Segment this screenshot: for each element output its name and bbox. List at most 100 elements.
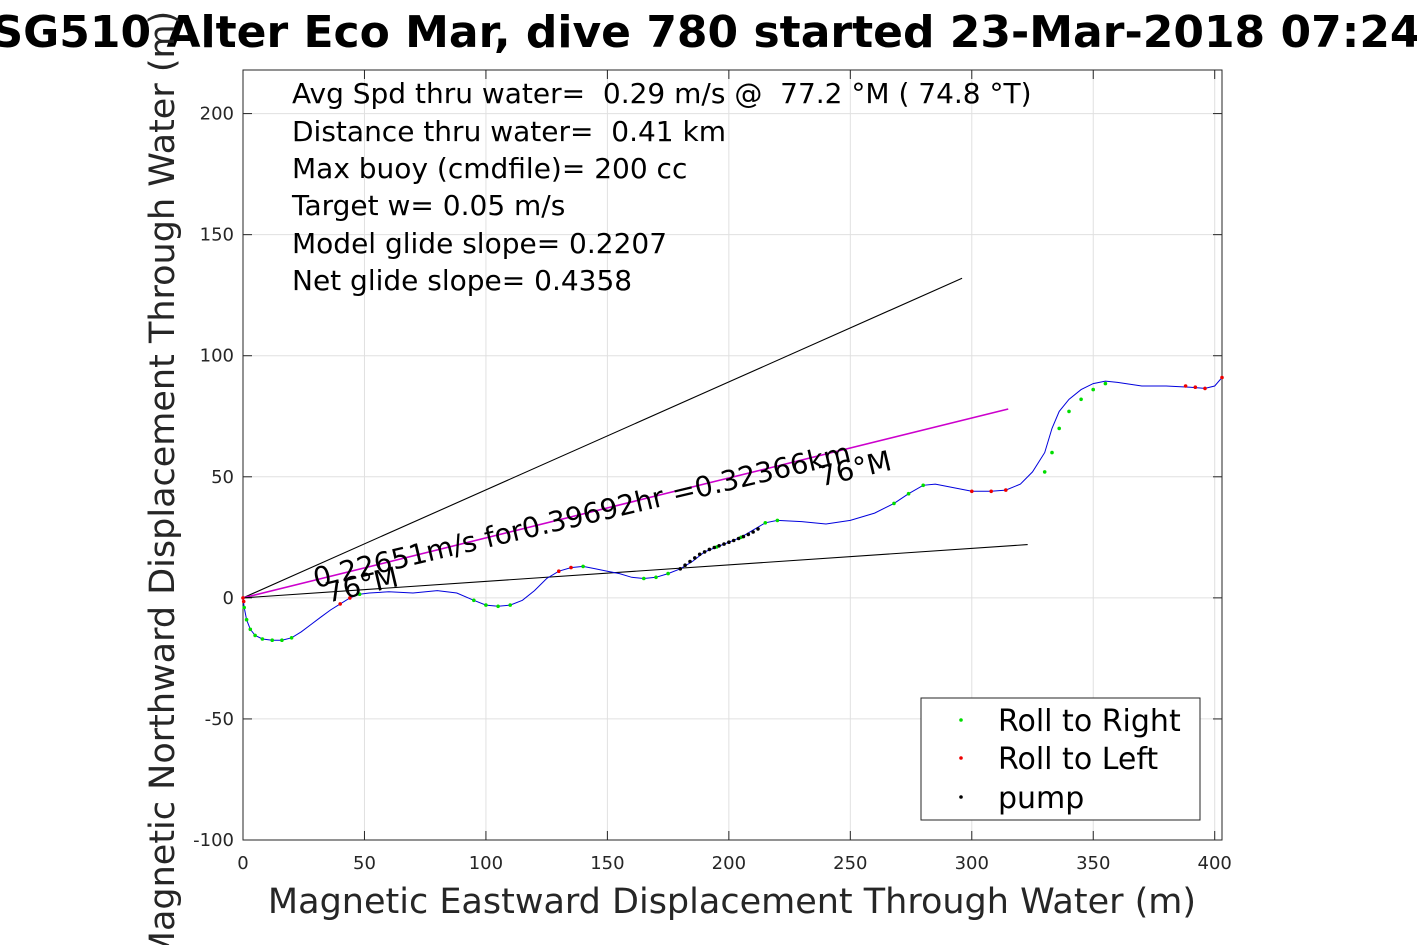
legend-marker-roll-left	[959, 756, 963, 760]
point-roll-to-left	[241, 596, 245, 600]
x-tick-label: 400	[1198, 853, 1232, 874]
point-roll-to-left	[1203, 386, 1207, 391]
point-pump	[697, 552, 702, 557]
point-roll-to-left	[1183, 384, 1188, 388]
y-tick-label: -100	[193, 830, 234, 851]
point-roll-to-right	[581, 564, 585, 569]
x-tick-label: 200	[712, 853, 746, 874]
point-roll-to-left	[1220, 375, 1224, 380]
point-roll-to-left	[989, 489, 993, 494]
reference-line-lower-bound	[242, 544, 1028, 599]
point-pump	[756, 527, 760, 531]
y-tick-label: 0	[223, 588, 234, 609]
legend-label-roll-left: Roll to Left	[998, 742, 1158, 777]
stats-block: Avg Spd thru water= 0.29 m/s @ 77.2 °M (…	[291, 77, 1032, 297]
point-roll-to-right	[1079, 397, 1083, 402]
point-roll-to-right	[260, 637, 265, 641]
data-points	[241, 375, 1224, 642]
point-roll-to-left	[1193, 385, 1198, 390]
point-roll-to-right	[892, 501, 896, 506]
point-roll-to-right	[357, 592, 362, 596]
point-roll-to-right	[1050, 450, 1054, 455]
point-roll-to-right	[666, 571, 670, 576]
stat-target-w: Target w= 0.05 m/s	[291, 189, 565, 222]
y-tick-label: -50	[205, 709, 234, 730]
point-roll-to-right	[270, 638, 275, 642]
stat-distance: Distance thru water= 0.41 km	[292, 115, 726, 148]
y-tick-label: 200	[200, 104, 234, 125]
y-tick-label: 150	[200, 225, 234, 246]
legend: Roll to Right Roll to Left pump	[920, 697, 1201, 821]
point-roll-to-right	[921, 483, 925, 488]
point-roll-to-right	[654, 575, 658, 580]
x-tick-label: 100	[469, 853, 503, 874]
point-roll-to-right	[775, 518, 780, 523]
point-pump	[746, 532, 751, 537]
point-pump	[741, 534, 746, 539]
point-roll-to-left	[569, 565, 573, 570]
x-tick-label: 150	[590, 853, 624, 874]
point-roll-to-right	[244, 617, 249, 622]
x-axis-ticks: 0 50 100 150 200 250 300 350 400	[237, 70, 1232, 874]
point-pump	[727, 540, 731, 544]
point-roll-to-right	[280, 638, 284, 642]
point-roll-to-right	[1057, 426, 1061, 431]
y-axis-label: Magnetic Northward Displacement Through …	[143, 11, 183, 945]
track-line	[242, 377, 1223, 641]
point-roll-to-left	[1004, 488, 1008, 492]
point-roll-to-right	[472, 598, 476, 603]
point-pump	[693, 556, 697, 560]
y-tick-label: 50	[211, 467, 234, 488]
point-roll-to-right	[289, 636, 294, 640]
x-axis-label: Magnetic Eastward Displacement Through W…	[268, 882, 1196, 922]
point-pump	[688, 559, 692, 564]
point-roll-to-right	[1067, 409, 1071, 414]
stat-max-buoy: Max buoy (cmdfile)= 200 cc	[292, 152, 687, 185]
reference-line-upper-bound	[242, 277, 963, 599]
legend-marker-roll-right	[959, 718, 963, 722]
point-roll-to-right	[1091, 387, 1095, 392]
point-pump	[683, 563, 687, 567]
point-pump	[736, 536, 741, 541]
point-roll-to-right	[248, 627, 253, 632]
point-pump	[712, 545, 717, 550]
point-pump	[717, 544, 721, 548]
point-roll-to-right	[496, 604, 500, 609]
point-pump	[731, 538, 736, 543]
y-axis-ticks: -100 -50 0 50 100 150 200	[193, 104, 1222, 851]
point-pump	[751, 530, 755, 534]
x-tick-label: 300	[955, 853, 989, 874]
point-roll-to-right	[1103, 381, 1108, 386]
legend-label-roll-right: Roll to Right	[998, 704, 1181, 739]
x-tick-label: 50	[353, 853, 376, 874]
point-pump	[707, 547, 712, 552]
x-tick-label: 350	[1076, 853, 1110, 874]
x-tick-label: 0	[237, 853, 248, 874]
point-roll-to-right	[1042, 470, 1047, 474]
point-roll-to-right	[508, 603, 512, 607]
legend-box	[920, 697, 1201, 821]
stat-model-glide: Model glide slope= 0.2207	[292, 227, 667, 260]
point-roll-to-right	[642, 576, 646, 581]
stat-net-glide: Net glide slope= 0.4358	[292, 264, 632, 297]
point-roll-to-left	[348, 596, 352, 600]
point-pump	[702, 550, 707, 554]
point-roll-to-right	[763, 521, 768, 525]
legend-marker-pump	[959, 795, 963, 799]
point-pump	[722, 542, 726, 546]
annotations: 0.22651m/s for0.39692hr =0.32366km76°M76…	[310, 436, 895, 609]
stat-avg-speed: Avg Spd thru water= 0.29 m/s @ 77.2 °M (…	[292, 77, 1032, 110]
dive-track	[242, 377, 1223, 641]
point-roll-to-left	[557, 569, 561, 573]
point-roll-to-left	[241, 599, 246, 604]
reference-lines	[242, 277, 1028, 599]
y-tick-label: 100	[200, 346, 234, 367]
point-roll-to-left	[970, 489, 974, 494]
reference-line-mean-course	[242, 408, 1009, 599]
point-roll-to-right	[484, 603, 488, 607]
legend-label-pump: pump	[998, 781, 1084, 816]
point-roll-to-right	[242, 605, 246, 610]
point-roll-to-right	[906, 491, 911, 496]
point-roll-to-right	[253, 633, 257, 638]
